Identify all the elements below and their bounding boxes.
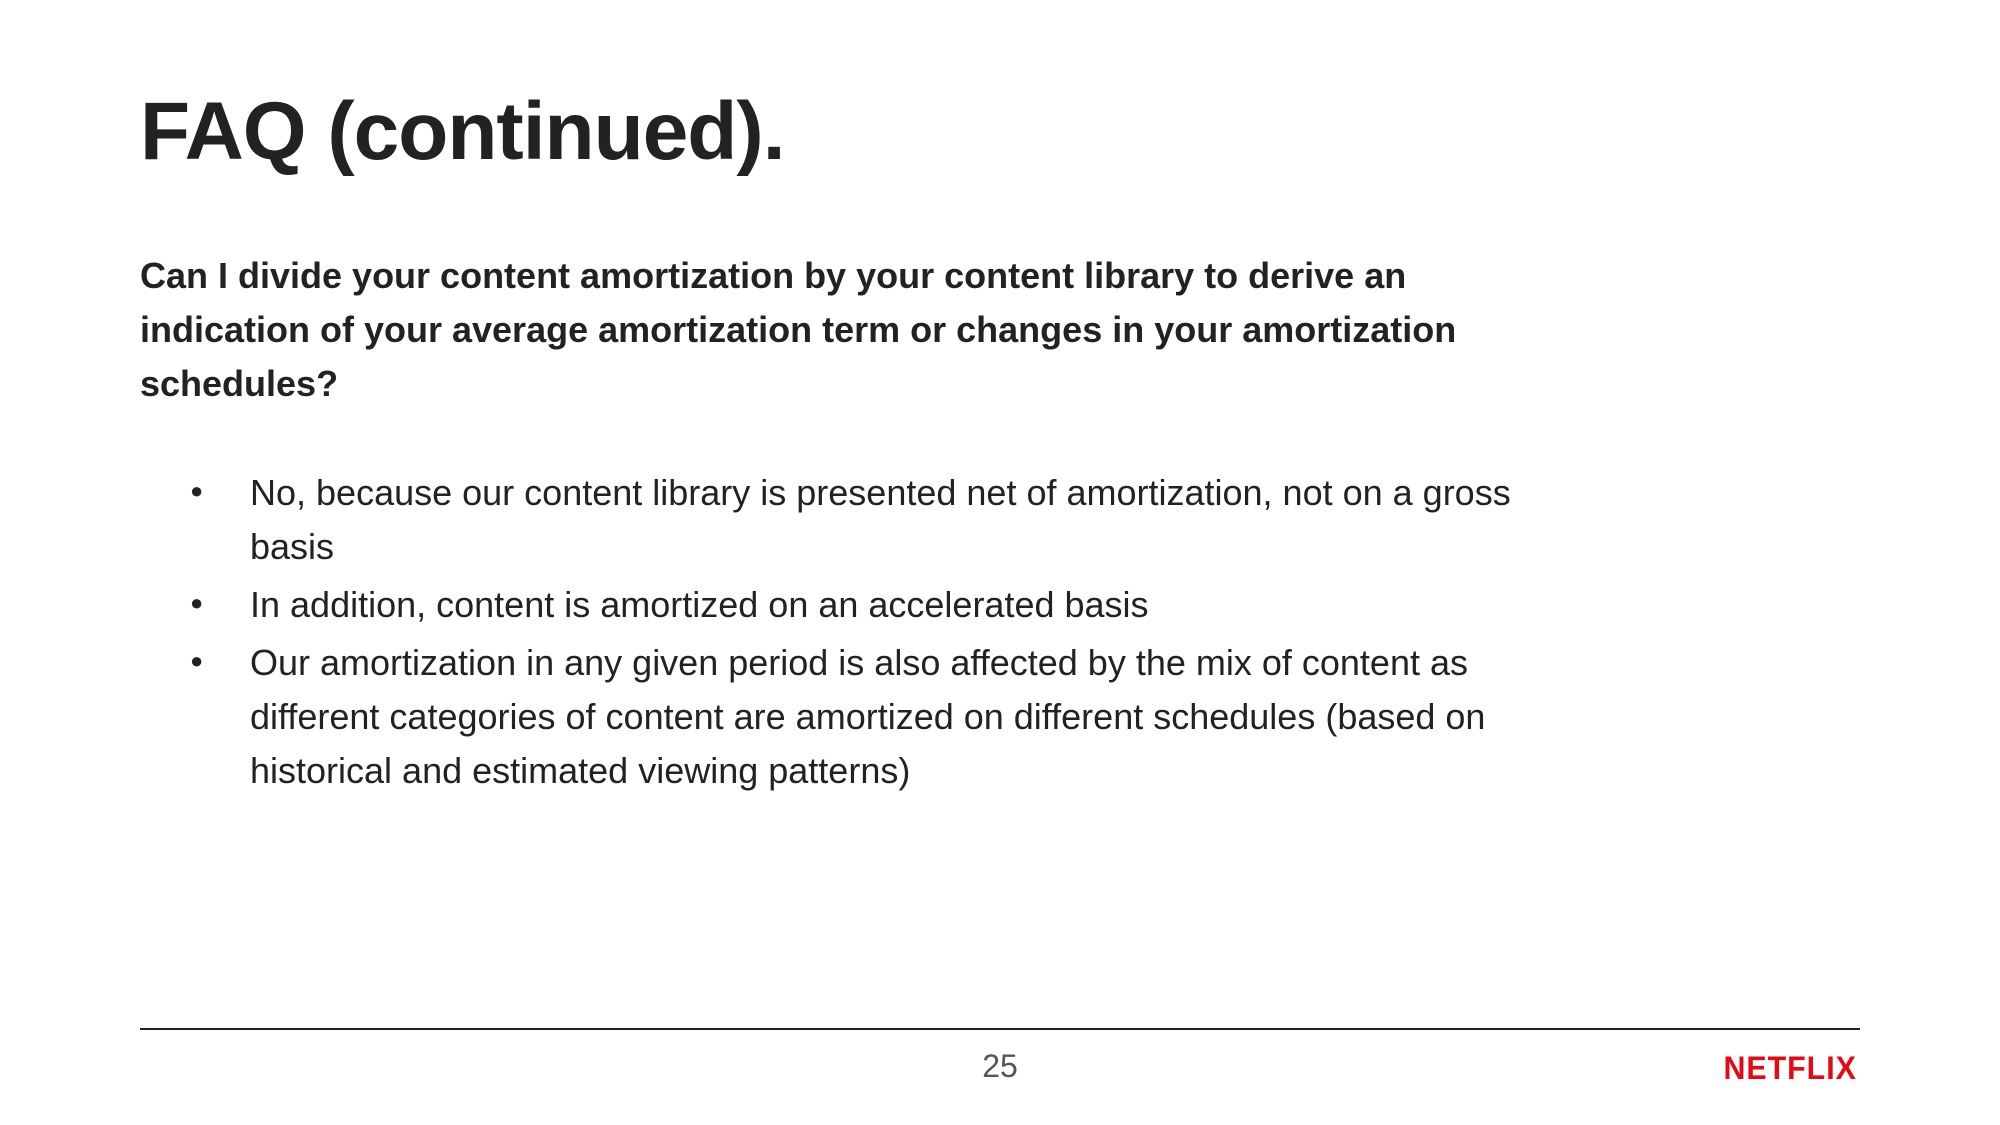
netflix-logo: NETFLIX: [1723, 1050, 1856, 1087]
page-number: 25: [982, 1048, 1018, 1085]
faq-question: Can I divide your content amortization b…: [140, 249, 1560, 411]
slide-title: FAQ (continued).: [140, 85, 1860, 179]
footer: 25 NETFLIX: [140, 1028, 1860, 1085]
bullet-list: No, because our content library is prese…: [140, 466, 1860, 798]
bullet-item: Our amortization in any given period is …: [190, 636, 1590, 798]
slide-container: FAQ (continued). Can I divide your conte…: [0, 0, 2000, 1125]
bullet-item: No, because our content library is prese…: [190, 466, 1590, 574]
bullet-item: In addition, content is amortized on an …: [190, 578, 1590, 632]
